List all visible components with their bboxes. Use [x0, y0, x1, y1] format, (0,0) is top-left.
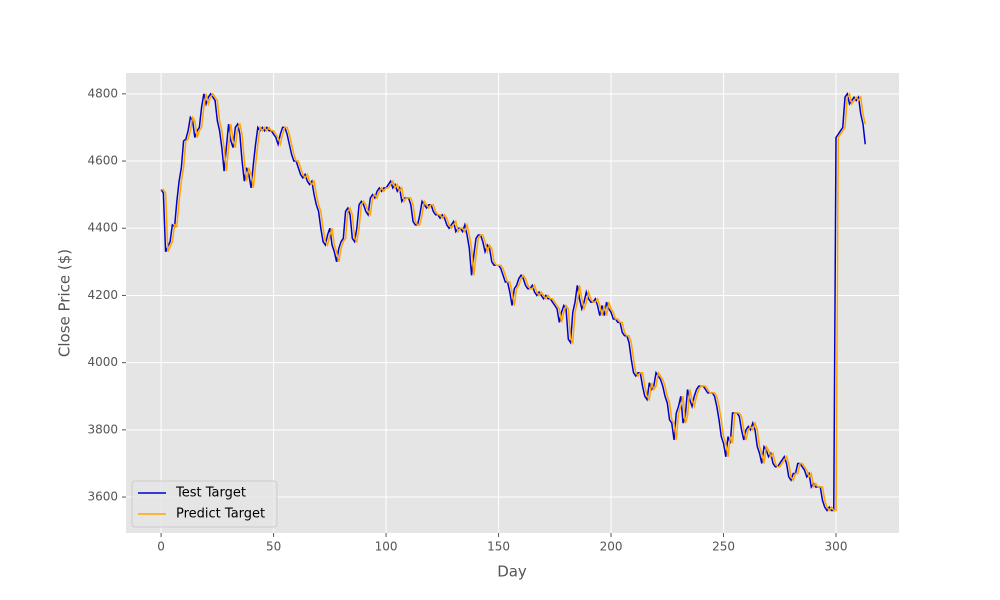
y-tick-label: 4000: [87, 355, 118, 369]
x-axis-title: Day: [497, 563, 527, 581]
legend-label: Test Target: [175, 486, 246, 501]
x-tick-label: 100: [375, 540, 398, 554]
y-tick-label: 3800: [87, 422, 118, 436]
y-axis-title: Close Price ($): [56, 249, 74, 357]
y-tick-label: 4800: [87, 86, 118, 100]
legend: Test Target Predict Target: [131, 480, 278, 528]
x-tick-label: 50: [266, 540, 281, 554]
x-tick-label: 300: [825, 540, 848, 554]
y-tick-label: 4400: [87, 221, 118, 235]
x-tick-label: 0: [157, 540, 165, 554]
x-tick-label: 200: [600, 540, 623, 554]
y-tick-label: 4200: [87, 288, 118, 302]
x-tick-label: 250: [712, 540, 735, 554]
ticks: 0 50 100 150 200 250 300 3600 3800 4000 4200 4400 46…: [87, 86, 847, 553]
lines: [160, 91, 866, 512]
legend-label: Predict Target: [176, 507, 265, 522]
data-line: [161, 91, 866, 512]
x-tick-label: 150: [487, 540, 510, 554]
legend-box: [131, 480, 278, 528]
y-tick-label: 3600: [87, 490, 118, 504]
y-tick-label: 4600: [87, 154, 118, 168]
